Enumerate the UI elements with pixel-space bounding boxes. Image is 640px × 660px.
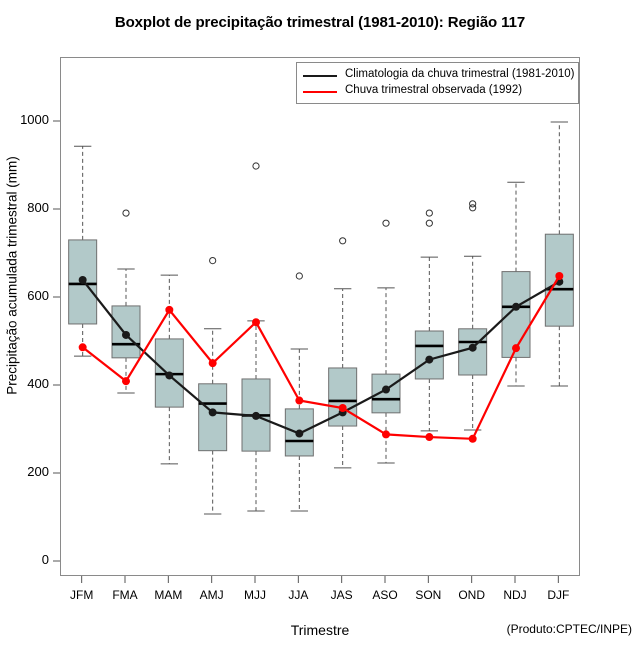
- y-tick-label: 1000: [20, 112, 49, 127]
- series-point-climatology: [512, 302, 520, 311]
- outlier-point: [295, 272, 303, 280]
- x-tick-label-son: SON: [415, 588, 442, 602]
- x-tick-label-amj: AMJ: [199, 588, 224, 602]
- boxplot-ndj: [501, 181, 531, 387]
- series-line-observed: [81, 275, 561, 440]
- series-point-climatology: [208, 408, 217, 417]
- series-point-climatology: [165, 371, 174, 380]
- outlier-point: [209, 257, 217, 265]
- series-point-observed: [338, 404, 347, 412]
- box-iqr: [414, 330, 444, 380]
- box-iqr: [198, 383, 228, 452]
- series-point-climatology: [425, 355, 434, 364]
- y-tick-label: 800: [27, 200, 49, 215]
- legend: Climatologia da chuva trimestral (1981-2…: [296, 62, 579, 104]
- series-point-climatology: [295, 429, 304, 438]
- series-point-observed: [512, 344, 520, 353]
- series-point-climatology: [78, 275, 87, 284]
- series-point-climatology: [122, 330, 130, 339]
- plot-area: [60, 57, 580, 576]
- page-title: Boxplot de precipitação trimestral (1981…: [114, 14, 526, 31]
- outlier-point: [425, 219, 433, 227]
- series-point-observed: [165, 305, 174, 314]
- legend-label-observed: Chuva trimestral observada (1992): [345, 84, 523, 96]
- series-point-observed: [425, 433, 434, 442]
- series-point-climatology: [252, 411, 260, 420]
- boxplot-mjj: [241, 162, 271, 512]
- x-tick-label-jja: JJA: [288, 588, 309, 602]
- boxplot-amj: [198, 257, 228, 515]
- outlier-point: [469, 204, 477, 212]
- y-axis-title: Precipitação acumulada trimestral (mm): [4, 156, 20, 395]
- outlier-point: [252, 162, 260, 170]
- x-tick-label-jfm: JFM: [69, 588, 94, 602]
- credit-label: (Produto:CPTEC/INPE): [506, 622, 632, 636]
- y-tick-label: 200: [27, 464, 49, 479]
- y-tick-label: 600: [27, 288, 49, 303]
- series-point-climatology: [382, 385, 390, 394]
- y-tick-label: 400: [27, 376, 49, 391]
- box-iqr: [458, 328, 488, 376]
- x-axis-title: Trimestre: [290, 622, 350, 638]
- x-tick-label-aso: ASO: [372, 588, 398, 602]
- outlier-point: [339, 237, 347, 245]
- series-point-observed: [78, 343, 87, 352]
- series-point-observed: [252, 318, 260, 327]
- series-point-observed: [382, 430, 390, 439]
- outlier-point: [425, 209, 433, 217]
- boxplot-son: [414, 209, 444, 432]
- x-tick-label-mjj: MJJ: [244, 588, 266, 602]
- outlier-point: [469, 200, 477, 208]
- outlier-point: [382, 219, 390, 227]
- legend-swatch-climatology: [303, 75, 337, 77]
- series-point-observed: [295, 396, 304, 405]
- x-tick-label-djf: DJF: [547, 588, 570, 602]
- series-point-observed: [208, 359, 217, 368]
- series-point-climatology: [468, 343, 477, 352]
- legend-swatch-observed: [303, 91, 337, 93]
- boxplot-jja: [284, 272, 314, 512]
- x-tick-label-mam: MAM: [154, 588, 183, 602]
- y-tick-label: 0: [41, 552, 49, 567]
- series-point-observed: [122, 377, 130, 386]
- x-tick-label-jas: JAS: [330, 588, 353, 602]
- boxplot-canvas: [68, 121, 574, 515]
- boxplot-ond: [458, 200, 488, 431]
- x-tick-label-fma: FMA: [112, 588, 138, 602]
- series-point-observed: [555, 272, 564, 280]
- outlier-point: [122, 209, 130, 217]
- x-tick-label-ond: OND: [458, 588, 485, 602]
- x-tick-label-ndj: NDJ: [503, 588, 527, 602]
- boxplot-jfm: [68, 145, 98, 357]
- boxplot-djf: [544, 121, 574, 387]
- boxplot-mam: [154, 274, 184, 465]
- series-line-climatology: [81, 279, 560, 435]
- boxplot-jas: [328, 237, 358, 469]
- series-point-observed: [468, 434, 477, 443]
- legend-label-climatology: Climatologia da chuva trimestral (1981-2…: [345, 68, 575, 80]
- boxplot-aso: [371, 219, 401, 464]
